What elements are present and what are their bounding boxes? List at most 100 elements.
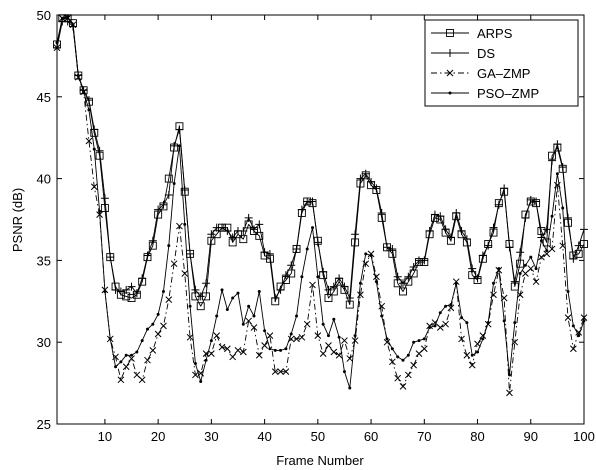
- point-square: [100, 204, 109, 212]
- point-dot: [225, 307, 229, 311]
- point-dot: [87, 108, 91, 112]
- point-dot: [380, 314, 384, 318]
- point-square: [574, 249, 583, 258]
- y-tick-label: 45: [37, 90, 51, 105]
- point-dot: [486, 321, 490, 325]
- point-plus: [377, 208, 386, 217]
- point-dot: [76, 74, 80, 78]
- point-plus: [478, 251, 487, 260]
- point-square: [351, 238, 360, 247]
- point-x: [53, 44, 61, 52]
- point-plus: [510, 277, 519, 286]
- point-dot: [518, 271, 522, 275]
- x-tick-label: 100: [573, 429, 595, 444]
- point-x: [186, 333, 194, 341]
- point-plus: [202, 279, 211, 288]
- point-plus: [265, 249, 274, 258]
- point-dot: [358, 281, 362, 285]
- point-x: [213, 332, 221, 340]
- point-dot: [582, 319, 586, 323]
- point-dot: [369, 253, 373, 257]
- y-tick-label: 35: [37, 253, 51, 268]
- point-dot: [545, 249, 549, 253]
- point-x: [245, 317, 252, 325]
- point-plus: [255, 220, 264, 229]
- point-dot: [460, 316, 464, 320]
- point-x: [234, 347, 242, 354]
- point-x: [490, 291, 497, 299]
- point-plus: [548, 156, 557, 165]
- point-plus: [436, 212, 445, 221]
- point-dot: [177, 144, 181, 148]
- point-dot: [390, 347, 394, 351]
- point-dot: [513, 321, 517, 325]
- point-dot: [257, 289, 261, 293]
- y-tick-label: 25: [37, 417, 51, 432]
- point-plus: [516, 248, 525, 257]
- point-x: [399, 383, 407, 390]
- point-plus: [297, 205, 306, 214]
- point-dot: [92, 147, 96, 151]
- point-plus: [244, 213, 253, 222]
- point-plus: [324, 285, 333, 294]
- point-plus: [505, 243, 514, 252]
- point-plus: [383, 243, 392, 252]
- point-x: [559, 242, 567, 250]
- point-x: [138, 376, 146, 384]
- point-dot: [300, 275, 304, 279]
- series-line-3: [56, 16, 585, 389]
- point-plus: [249, 225, 258, 234]
- point-plus: [148, 236, 157, 245]
- point-x: [516, 291, 524, 299]
- point-x: [543, 250, 551, 258]
- point-dot: [571, 324, 575, 328]
- point-dot: [566, 289, 570, 293]
- point-dot: [108, 337, 112, 341]
- point-dot: [497, 267, 501, 271]
- legend-swatch-marker: [448, 91, 452, 95]
- point-x: [442, 320, 449, 328]
- point-x: [176, 222, 183, 230]
- point-dot: [433, 324, 437, 328]
- point-dot: [151, 322, 155, 326]
- point-dot: [82, 90, 86, 94]
- point-plus: [271, 294, 280, 303]
- point-plus: [356, 174, 365, 183]
- point-dot: [124, 353, 128, 357]
- point-dot: [364, 252, 368, 256]
- point-dot: [263, 329, 267, 333]
- point-plus: [106, 253, 115, 262]
- x-tick-label: 90: [524, 429, 538, 444]
- point-dot: [577, 334, 581, 338]
- point-dot: [241, 322, 245, 326]
- point-dot: [476, 350, 480, 354]
- point-plus: [526, 195, 535, 204]
- point-x: [431, 319, 439, 326]
- point-dot: [66, 15, 70, 19]
- point-plus: [138, 274, 147, 283]
- point-plus: [319, 267, 328, 276]
- point-x: [415, 350, 423, 358]
- point-x: [564, 314, 572, 322]
- point-dot: [60, 16, 64, 20]
- axis-ticks: 10 20 30 40 50 60 70 80 90 100 25 30 35 40 45 50: [37, 8, 595, 444]
- point-plus: [164, 190, 173, 199]
- point-plus: [180, 186, 189, 195]
- point-dot: [55, 41, 59, 45]
- point-x: [548, 245, 556, 253]
- point-dot: [316, 275, 320, 279]
- point-x: [570, 345, 577, 353]
- point-plus: [393, 272, 402, 281]
- point-plus: [175, 125, 184, 134]
- point-x: [580, 314, 588, 322]
- point-dot: [188, 304, 192, 308]
- point-dot: [279, 348, 283, 352]
- point-plus: [191, 285, 200, 294]
- point-x: [575, 329, 583, 336]
- point-square: [255, 231, 264, 240]
- point-x: [495, 266, 503, 274]
- point-x: [527, 265, 535, 272]
- point-plus: [430, 210, 439, 219]
- point-plus: [452, 208, 461, 217]
- point-square: [324, 294, 333, 302]
